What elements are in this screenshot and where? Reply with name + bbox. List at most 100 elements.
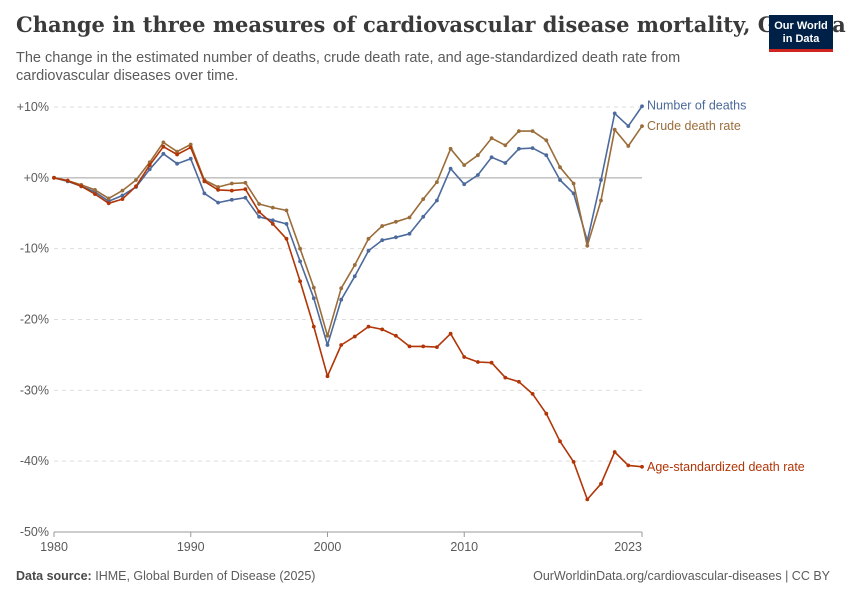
data-point-age_standardized[interactable] — [284, 236, 289, 241]
data-point-age_standardized[interactable] — [435, 345, 439, 349]
data-point-crude_death_rate[interactable] — [599, 198, 603, 203]
owid-logo[interactable]: Our World in Data — [769, 15, 833, 52]
data-point-age_standardized[interactable] — [147, 163, 152, 168]
data-point-crude_death_rate[interactable] — [380, 224, 385, 228]
data-point-age_standardized[interactable] — [544, 411, 549, 416]
data-point-number_of_deaths[interactable] — [270, 218, 275, 223]
data-point-age_standardized[interactable] — [52, 175, 56, 180]
data-point-number_of_deaths[interactable] — [161, 151, 166, 156]
data-point-crude_death_rate[interactable] — [339, 286, 344, 291]
data-point-number_of_deaths[interactable] — [544, 153, 549, 158]
data-point-age_standardized[interactable] — [229, 188, 234, 193]
data-point-crude_death_rate[interactable] — [462, 163, 467, 168]
data-point-crude_death_rate[interactable] — [284, 208, 289, 213]
data-point-crude_death_rate[interactable] — [243, 180, 248, 185]
data-point-age_standardized[interactable] — [448, 331, 453, 336]
data-point-age_standardized[interactable] — [503, 375, 508, 380]
source-url-link[interactable]: OurWorldinData.org/cardiovascular-diseas… — [533, 569, 782, 583]
data-point-number_of_deaths[interactable] — [120, 193, 125, 198]
data-point-crude_death_rate[interactable] — [435, 180, 439, 185]
data-point-age_standardized[interactable] — [599, 481, 603, 486]
data-point-age_standardized[interactable] — [585, 497, 590, 502]
data-point-number_of_deaths[interactable] — [311, 296, 316, 301]
data-point-crude_death_rate[interactable] — [626, 144, 631, 148]
data-point-age_standardized[interactable] — [65, 178, 70, 183]
data-point-crude_death_rate[interactable] — [394, 219, 398, 224]
series-line-number_of_deaths[interactable] — [53, 105, 643, 346]
data-point-number_of_deaths[interactable] — [571, 191, 576, 196]
data-point-number_of_deaths[interactable] — [188, 156, 193, 161]
data-point-crude_death_rate[interactable] — [175, 149, 180, 154]
data-point-number_of_deaths[interactable] — [421, 214, 426, 219]
data-point-crude_death_rate[interactable] — [120, 188, 125, 193]
data-point-crude_death_rate[interactable] — [216, 185, 221, 189]
data-point-number_of_deaths[interactable] — [626, 124, 631, 128]
data-point-crude_death_rate[interactable] — [640, 124, 644, 128]
data-point-age_standardized[interactable] — [257, 209, 261, 214]
data-point-number_of_deaths[interactable] — [517, 146, 521, 151]
data-point-crude_death_rate[interactable] — [134, 178, 138, 182]
data-point-number_of_deaths[interactable] — [462, 182, 467, 187]
data-point-number_of_deaths[interactable] — [229, 197, 234, 202]
data-point-age_standardized[interactable] — [93, 192, 97, 197]
data-point-age_standardized[interactable] — [120, 197, 125, 202]
data-point-crude_death_rate[interactable] — [612, 127, 617, 132]
data-point-crude_death_rate[interactable] — [93, 188, 97, 192]
data-point-number_of_deaths[interactable] — [448, 166, 453, 171]
data-point-number_of_deaths[interactable] — [599, 178, 603, 182]
data-point-crude_death_rate[interactable] — [585, 243, 590, 248]
data-point-number_of_deaths[interactable] — [284, 222, 289, 226]
data-point-age_standardized[interactable] — [366, 324, 371, 329]
data-point-crude_death_rate[interactable] — [517, 129, 521, 134]
data-point-age_standardized[interactable] — [188, 145, 193, 150]
data-point-age_standardized[interactable] — [380, 327, 385, 332]
data-point-age_standardized[interactable] — [476, 360, 480, 364]
data-point-age_standardized[interactable] — [134, 184, 138, 189]
data-point-number_of_deaths[interactable] — [243, 195, 248, 200]
data-point-number_of_deaths[interactable] — [503, 161, 508, 165]
data-point-age_standardized[interactable] — [298, 279, 302, 284]
data-point-number_of_deaths[interactable] — [558, 178, 562, 182]
data-point-age_standardized[interactable] — [325, 374, 330, 379]
data-point-age_standardized[interactable] — [175, 152, 180, 157]
data-point-number_of_deaths[interactable] — [175, 161, 180, 166]
data-point-crude_death_rate[interactable] — [448, 146, 453, 151]
data-point-number_of_deaths[interactable] — [407, 231, 412, 236]
data-point-crude_death_rate[interactable] — [161, 140, 166, 145]
data-point-crude_death_rate[interactable] — [352, 263, 357, 267]
data-point-age_standardized[interactable] — [462, 355, 467, 359]
data-point-number_of_deaths[interactable] — [339, 297, 344, 302]
data-point-age_standardized[interactable] — [517, 379, 521, 384]
data-point-number_of_deaths[interactable] — [394, 235, 398, 240]
data-point-number_of_deaths[interactable] — [147, 167, 152, 172]
data-point-number_of_deaths[interactable] — [489, 155, 494, 160]
data-point-number_of_deaths[interactable] — [612, 111, 617, 116]
data-point-crude_death_rate[interactable] — [489, 136, 494, 141]
data-point-crude_death_rate[interactable] — [558, 165, 562, 170]
data-point-number_of_deaths[interactable] — [530, 146, 535, 151]
data-point-age_standardized[interactable] — [612, 450, 617, 454]
data-point-age_standardized[interactable] — [161, 144, 166, 149]
data-point-crude_death_rate[interactable] — [298, 246, 302, 251]
data-point-number_of_deaths[interactable] — [435, 198, 439, 203]
data-point-age_standardized[interactable] — [558, 439, 562, 444]
data-point-number_of_deaths[interactable] — [298, 259, 302, 264]
data-point-number_of_deaths[interactable] — [216, 200, 221, 205]
data-point-number_of_deaths[interactable] — [366, 248, 371, 253]
data-point-age_standardized[interactable] — [407, 344, 412, 349]
data-point-crude_death_rate[interactable] — [476, 153, 480, 158]
data-point-crude_death_rate[interactable] — [325, 333, 330, 338]
data-point-crude_death_rate[interactable] — [366, 236, 371, 241]
data-point-age_standardized[interactable] — [243, 187, 248, 192]
data-point-crude_death_rate[interactable] — [270, 205, 275, 210]
data-point-crude_death_rate[interactable] — [421, 197, 426, 202]
data-point-age_standardized[interactable] — [571, 460, 576, 464]
data-point-crude_death_rate[interactable] — [311, 285, 316, 290]
data-point-age_standardized[interactable] — [421, 344, 426, 349]
data-point-crude_death_rate[interactable] — [407, 215, 412, 220]
data-point-number_of_deaths[interactable] — [352, 274, 357, 279]
data-point-number_of_deaths[interactable] — [257, 214, 261, 219]
data-point-age_standardized[interactable] — [270, 222, 275, 226]
data-point-crude_death_rate[interactable] — [188, 142, 193, 147]
data-point-number_of_deaths[interactable] — [476, 173, 480, 177]
